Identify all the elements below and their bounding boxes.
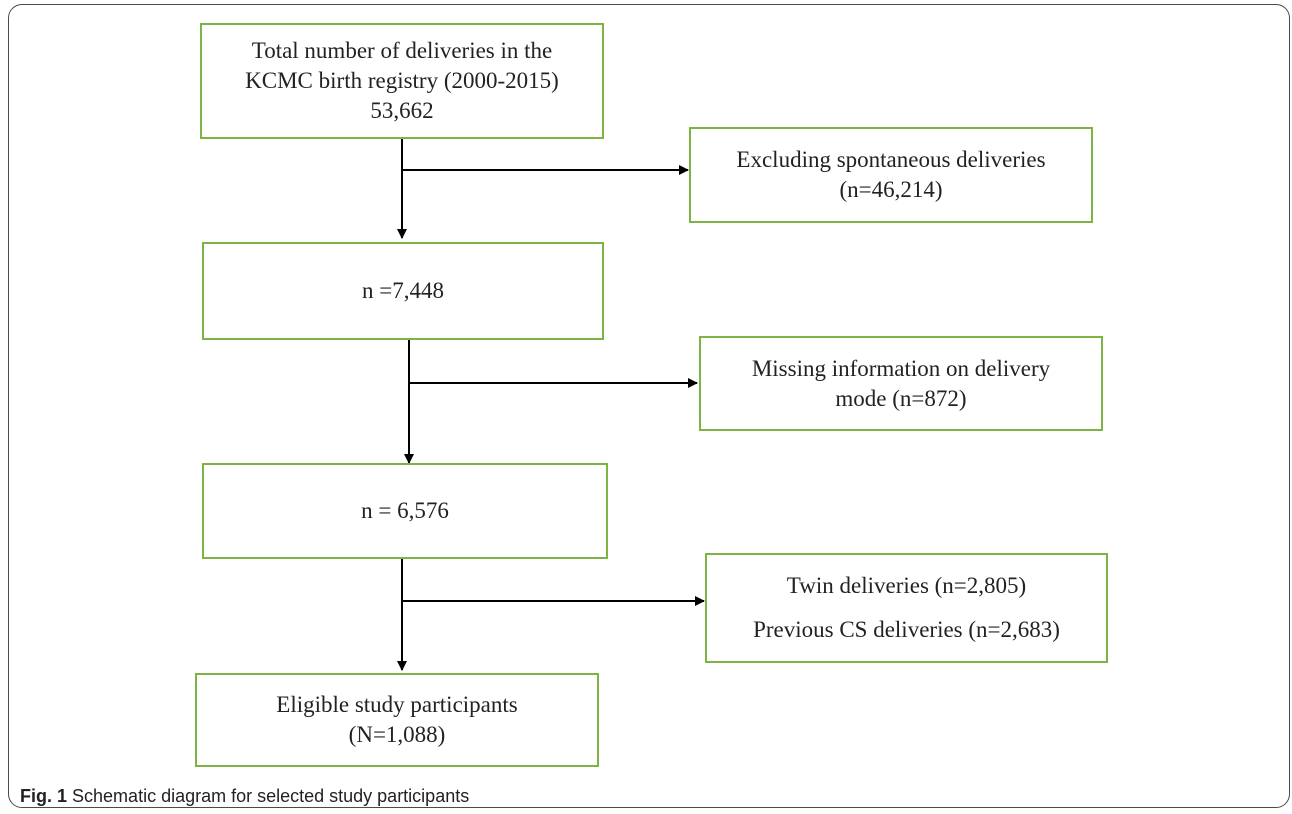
box-missing-mode-line1: Missing information on delivery <box>751 355 1051 381</box>
figure-caption: Fig. 1 Schematic diagram for selected st… <box>20 786 469 807</box>
figure-frame <box>8 4 1290 808</box>
box-6576-count: n = 6,576 <box>361 498 449 523</box>
box-eligible-line1: Eligible study participants <box>276 692 518 717</box>
box-excl-spontaneous-line1: Excluding spontaneous deliveries <box>736 147 1046 172</box>
box-missing-mode: Missing information on delivery mode (n=… <box>699 336 1103 431</box>
box-excl-spontaneous-count: (n=46,214) <box>839 177 943 202</box>
figure-caption-text: Schematic diagram for selected study par… <box>72 786 470 806</box>
box-eligible-participants: Eligible study participants (N=1,088) <box>195 673 599 767</box>
box-twin-previous-cs: Twin deliveries (n=2,805) Previous CS de… <box>705 553 1108 663</box>
box-total-deliveries: Total number of deliveries in the KCMC b… <box>200 23 604 139</box>
figure-caption-label: Fig. 1 <box>20 786 68 806</box>
box-excluding-spontaneous: Excluding spontaneous deliveries (n=46,2… <box>689 127 1093 223</box>
box-n-7448: n =7,448 <box>202 242 604 340</box>
box-7448-count: n =7,448 <box>362 278 444 303</box>
box-twin-line: Twin deliveries (n=2,805) <box>786 573 1027 598</box>
box-eligible-count: (N=1,088) <box>348 722 446 747</box>
box-total-count: 53,662 <box>370 98 434 123</box>
box-total-line1: Total number of deliveries in the <box>251 38 553 63</box>
box-total-line2: KCMC birth registry (2000-2015) <box>245 68 559 93</box>
box-n-6576: n = 6,576 <box>202 463 608 559</box>
box-missing-mode-count: mode (n=872) <box>835 385 967 411</box>
box-previous-cs-line: Previous CS deliveries (n=2,683) <box>753 617 1060 642</box>
